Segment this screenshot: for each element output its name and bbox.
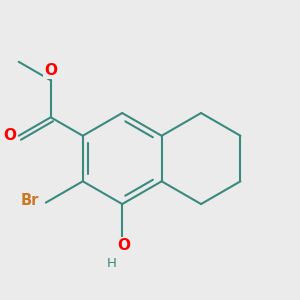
- Text: O: O: [117, 238, 130, 253]
- Text: O: O: [3, 128, 16, 143]
- Text: H: H: [106, 257, 116, 270]
- Text: Br: Br: [21, 194, 39, 208]
- Text: O: O: [44, 63, 57, 78]
